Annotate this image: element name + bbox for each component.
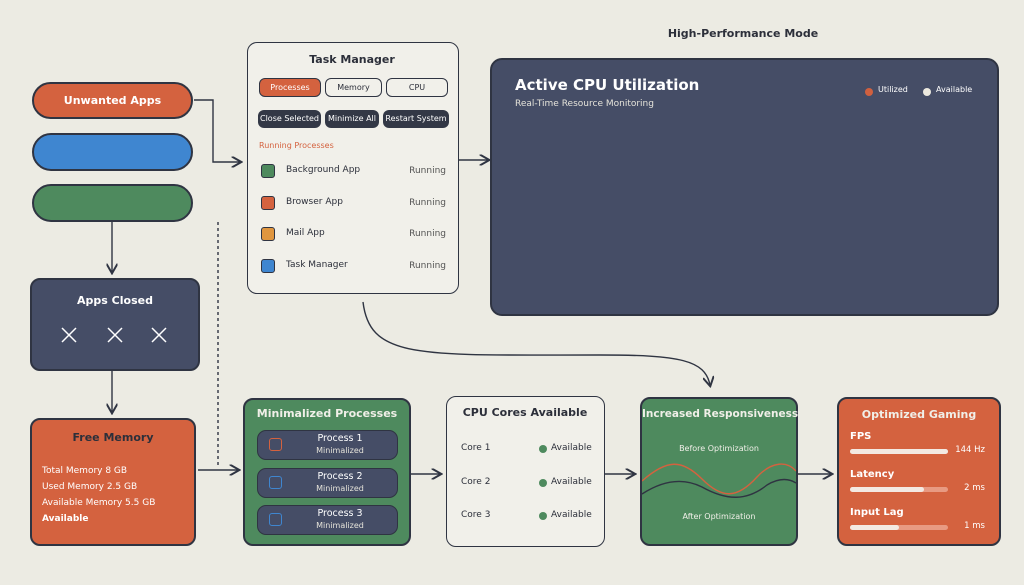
legend-label: Utilized xyxy=(878,85,908,94)
core-status: Available xyxy=(551,510,592,520)
wave-label: After Optimization xyxy=(682,512,756,521)
core-status: Available xyxy=(551,443,592,453)
tab[interactable]: CPU xyxy=(386,78,448,97)
process-name: Process 3 xyxy=(317,508,363,519)
app-pill xyxy=(32,184,193,222)
process-status: Minimalized xyxy=(316,483,364,493)
core-name: Core 1 xyxy=(461,443,491,453)
metric-label: FPS xyxy=(850,431,872,442)
metric-track xyxy=(850,525,948,530)
core-status: Available xyxy=(551,476,592,487)
core-name: Core 3 xyxy=(461,510,491,520)
process-pill xyxy=(257,505,398,535)
panel-subtitle: Real-Time Resource Monitoring xyxy=(515,99,654,109)
box-title: Optimized Gaming xyxy=(861,408,977,421)
process-status: Running xyxy=(409,197,446,208)
process-name: Process 1 xyxy=(317,433,363,444)
gaming-box: Optimized Gaming FPS 144 Hz Latency 2 ms Inp… xyxy=(837,397,1001,546)
process-status: Minimalized xyxy=(316,446,364,455)
action-button[interactable]: Minimize All xyxy=(325,110,379,128)
status-dot xyxy=(539,478,547,487)
process-icon xyxy=(261,227,275,241)
process-icon xyxy=(269,438,282,451)
process-status: Running xyxy=(409,229,446,239)
app-pill xyxy=(32,133,193,171)
box-title: Minimalized Processes xyxy=(256,407,398,420)
panel-title: Task Manager xyxy=(309,53,395,66)
box-title: CPU Cores Available xyxy=(462,406,588,419)
close-icons xyxy=(61,327,167,343)
responsiveness-box: Increased Responsiveness Before Optimiza… xyxy=(640,397,798,546)
metric-fill xyxy=(850,487,924,492)
page-title: High-Performance Mode xyxy=(667,27,819,40)
process-icon xyxy=(269,475,282,489)
memory-line: Available Memory 5.5 GB xyxy=(42,498,156,508)
legend-swatch xyxy=(923,88,931,96)
memory-line: Used Memory 2.5 GB xyxy=(42,482,138,492)
box-title: Free Memory xyxy=(72,431,154,444)
process-icon xyxy=(261,164,275,178)
memory-line: Available xyxy=(42,514,89,524)
wave-label: Before Optimization xyxy=(679,444,759,453)
metric-fill xyxy=(850,449,948,454)
process-name: Process 2 xyxy=(317,470,363,482)
box-title: Increased Responsiveness xyxy=(642,408,799,420)
legend-label: Available xyxy=(936,85,973,94)
metric-value: 144 Hz xyxy=(955,445,985,455)
metric-value: 1 ms xyxy=(964,521,985,531)
action-button[interactable]: Close Selected xyxy=(258,110,321,128)
box-title: Apps Closed xyxy=(77,294,153,307)
legend-swatch xyxy=(865,88,873,96)
metric-label: Latency xyxy=(850,469,895,480)
process-pill xyxy=(257,467,398,498)
status-dot xyxy=(539,512,547,520)
cores-available-box: CPU Cores Available Core 1 Available Core … xyxy=(446,396,605,547)
process-name: Background App xyxy=(286,165,361,175)
unwanted-apps: Unwanted Apps xyxy=(32,82,193,119)
arrows xyxy=(112,99,831,474)
metric-fill xyxy=(850,525,899,530)
waves xyxy=(642,463,796,498)
free-memory-box: Free Memory Total Memory 8 GB Used Memor… xyxy=(30,418,196,546)
process-pill xyxy=(257,430,398,460)
task-manager-panel: Task Manager Processes Memory CPU Close … xyxy=(247,42,459,294)
metric-label: Input Lag xyxy=(850,507,904,518)
action-button[interactable]: Restart System xyxy=(383,110,449,128)
process-icon xyxy=(261,258,275,273)
process-status: Running xyxy=(409,260,446,271)
minimalized-box: Minimalized Processes Process 1 Minimaliz… xyxy=(243,398,411,546)
tab[interactable]: Processes xyxy=(259,78,321,97)
process-name: Browser App xyxy=(286,196,343,207)
process-icon xyxy=(269,513,282,526)
tab[interactable]: Memory xyxy=(325,78,382,97)
apps-closed-box: Apps Closed xyxy=(30,278,200,371)
cpu-panel: Active CPU Utilization Real-Time Resourc… xyxy=(490,58,999,316)
memory-line: Total Memory 8 GB xyxy=(42,466,128,476)
core-name: Core 2 xyxy=(461,476,491,487)
process-name: Task Manager xyxy=(286,259,348,270)
section-label: Running Processes xyxy=(259,141,334,150)
status-dot xyxy=(539,445,547,453)
panel-title: Active CPU Utilization xyxy=(515,76,700,94)
process-icon xyxy=(261,195,275,210)
process-status: Running xyxy=(409,166,446,176)
process-status: Minimalized xyxy=(316,521,364,530)
process-name: Mail App xyxy=(286,228,325,238)
metric-value: 2 ms xyxy=(964,483,985,493)
